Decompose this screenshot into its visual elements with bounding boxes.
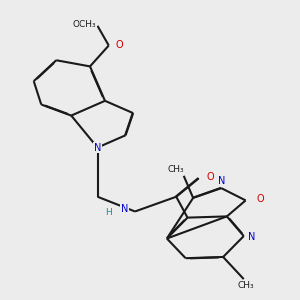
Text: O: O: [116, 40, 123, 50]
Text: O: O: [206, 172, 214, 182]
Text: CH₃: CH₃: [237, 281, 254, 290]
Text: CH₃: CH₃: [168, 165, 184, 174]
Text: N: N: [248, 232, 255, 242]
Text: N: N: [121, 204, 128, 214]
Text: N: N: [218, 176, 225, 186]
Text: O: O: [256, 194, 264, 204]
Text: H: H: [105, 208, 112, 217]
Text: N: N: [94, 142, 101, 152]
Text: OCH₃: OCH₃: [73, 20, 96, 29]
